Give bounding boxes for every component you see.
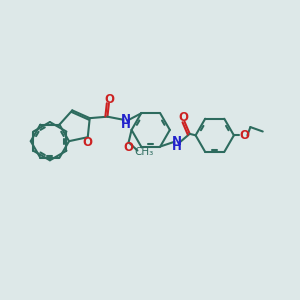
Text: CH₃: CH₃ xyxy=(134,147,154,157)
Text: N: N xyxy=(121,113,131,126)
Text: O: O xyxy=(83,136,93,149)
Text: H: H xyxy=(121,118,131,131)
Text: H: H xyxy=(172,140,182,153)
Text: N: N xyxy=(172,135,182,148)
Text: O: O xyxy=(178,111,188,124)
Text: O: O xyxy=(239,129,249,142)
Text: O: O xyxy=(104,93,114,106)
Text: O: O xyxy=(124,140,134,154)
